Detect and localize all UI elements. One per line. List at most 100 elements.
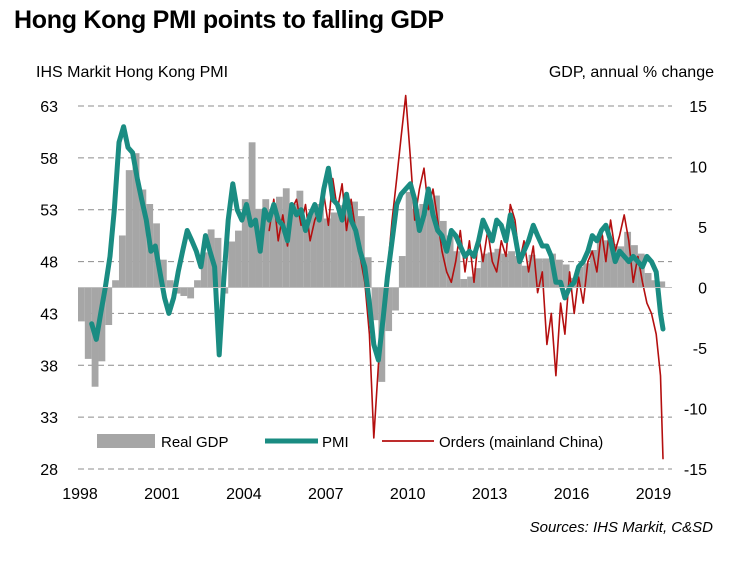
gdp-bar <box>276 196 283 288</box>
gdp-bar <box>310 210 317 288</box>
legend-orders-label: Orders (mainland China) <box>439 434 603 451</box>
gdp-bar <box>78 287 85 322</box>
left-tick-label: 28 <box>40 462 58 479</box>
gdp-bar <box>316 204 324 288</box>
x-tick-label: 2010 <box>390 486 426 503</box>
gdp-bar <box>603 240 611 288</box>
left-tick-label: 63 <box>40 99 58 116</box>
gdp-bar <box>542 258 550 288</box>
legend: Real GDP PMI Orders (mainland China) <box>97 434 603 451</box>
gdp-bar <box>467 276 474 288</box>
gdp-bar <box>241 199 249 288</box>
legend-gdp-swatch <box>97 434 155 448</box>
gdp-bar <box>139 189 147 288</box>
gdp-bar <box>535 258 543 288</box>
right-tick-label: 10 <box>689 160 707 177</box>
gdp-bar <box>474 268 481 288</box>
gdp-bar <box>330 212 338 288</box>
gdp-bar <box>98 287 106 362</box>
gdp-bar <box>576 266 584 288</box>
chart-title: Hong Kong PMI points to falling GDP <box>14 6 444 34</box>
gdp-bar <box>180 287 188 296</box>
gdp-bar <box>521 265 529 288</box>
gdp-bars <box>78 142 666 387</box>
gdp-bar <box>480 253 488 288</box>
gdp-bar <box>194 280 201 288</box>
gdp-bar <box>426 210 434 288</box>
gdp-bar <box>118 235 126 288</box>
gdp-bar <box>200 252 208 288</box>
left-tick-label: 43 <box>40 306 58 323</box>
left-axis-ticks: 63 58 53 48 43 38 33 28 <box>40 99 58 479</box>
right-tick-label: -10 <box>684 402 707 419</box>
left-tick-label: 38 <box>40 358 58 375</box>
gdp-bar <box>351 201 358 288</box>
gdp-bar <box>419 204 427 288</box>
gdp-bar <box>132 153 140 288</box>
gdp-bar <box>637 253 645 288</box>
legend-gdp-label: Real GDP <box>161 434 229 451</box>
gdp-bar <box>228 241 236 288</box>
gdp-bar <box>446 235 454 288</box>
right-axis-title: GDP, annual % change <box>548 64 714 81</box>
right-tick-label: -15 <box>684 462 707 479</box>
gdp-bar <box>590 249 597 288</box>
gdp-bar <box>385 287 393 332</box>
left-tick-label: 58 <box>40 151 58 168</box>
gdp-bar <box>337 205 345 288</box>
gdp-bar <box>248 142 256 288</box>
gdp-bar <box>125 170 133 288</box>
x-tick-label: 2004 <box>226 486 262 503</box>
gdp-bar <box>644 272 652 288</box>
gdp-bar <box>460 279 468 288</box>
gdp-bar <box>508 251 515 288</box>
gdp-bar <box>562 264 570 288</box>
gdp-bar <box>262 199 270 288</box>
right-axis-ticks: 15 10 5 0 -5 -10 -15 <box>684 99 707 479</box>
gdp-bar <box>364 257 372 288</box>
gdp-bar <box>658 281 666 288</box>
gdp-bar <box>166 280 174 288</box>
gdp-bar <box>289 204 297 288</box>
x-tick-label: 2016 <box>554 486 590 503</box>
gdp-bar <box>528 254 536 288</box>
gdp-bar <box>501 253 509 288</box>
gdp-bar <box>187 287 195 299</box>
left-axis-title: IHS Markit Hong Kong PMI <box>36 64 229 81</box>
gdp-bar <box>296 190 304 288</box>
gdp-bar <box>514 256 522 288</box>
gdp-bar <box>371 287 379 321</box>
x-tick-label: 2013 <box>472 486 508 503</box>
x-axis-ticks: 1998 2001 2004 2007 2010 2013 2016 2019 <box>62 486 671 503</box>
gdp-bar <box>610 243 618 288</box>
gdp-bar <box>344 204 352 288</box>
gdp-bar <box>159 259 167 288</box>
x-tick-label: 2007 <box>308 486 344 503</box>
gdp-bar <box>398 256 406 288</box>
gridlines <box>78 105 672 470</box>
gdp-bar <box>617 246 625 288</box>
gdp-bar <box>453 251 461 288</box>
lines <box>89 94 666 460</box>
legend-pmi-label: PMI <box>322 434 349 451</box>
left-tick-label: 53 <box>40 203 58 220</box>
gdp-bar <box>392 287 399 311</box>
right-tick-label: 0 <box>698 281 707 298</box>
gdp-bar <box>596 235 604 288</box>
gdp-bar <box>405 191 413 288</box>
right-tick-label: 15 <box>689 99 707 116</box>
gdp-bar <box>214 237 222 288</box>
right-tick-label: 5 <box>698 220 707 237</box>
gdp-bar <box>303 219 311 288</box>
x-tick-label: 2001 <box>144 486 180 503</box>
right-tick-label: -5 <box>693 341 707 358</box>
x-tick-label: 2019 <box>636 486 672 503</box>
gdp-bar <box>105 287 113 326</box>
gdp-bar <box>235 230 242 288</box>
gdp-bar <box>323 218 331 288</box>
gdp-bar <box>631 245 638 288</box>
gdp-bar <box>433 195 440 288</box>
x-tick-label: 1998 <box>62 486 98 503</box>
gdp-bar <box>269 210 276 288</box>
